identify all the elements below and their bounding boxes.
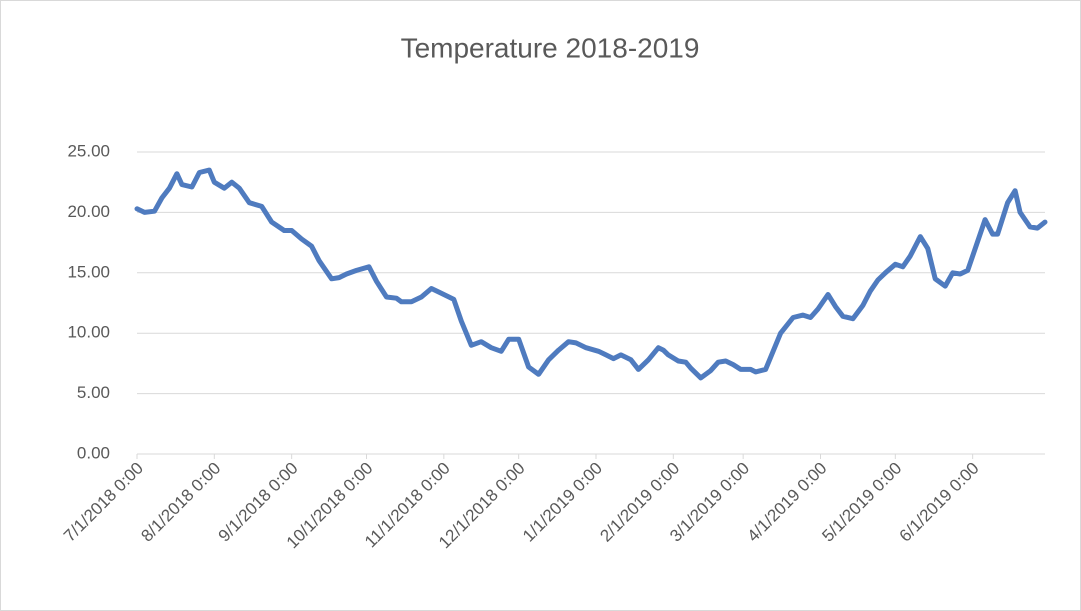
line — [134, 167, 1048, 381]
y-tick-label: 10.00 — [67, 323, 110, 342]
y-tick-label: 0.00 — [77, 443, 110, 462]
y-tick-label: 25.00 — [67, 141, 110, 160]
chart-title: Temperature 2018-2019 — [401, 32, 700, 63]
y-tick-label: 15.00 — [67, 262, 110, 281]
y-tick-label: 5.00 — [77, 383, 110, 402]
y-tick-label: 20.00 — [67, 202, 110, 221]
